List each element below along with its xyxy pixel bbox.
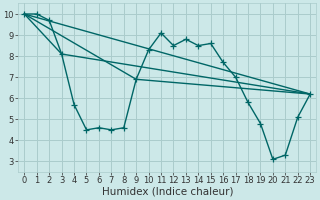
X-axis label: Humidex (Indice chaleur): Humidex (Indice chaleur) [101,187,233,197]
